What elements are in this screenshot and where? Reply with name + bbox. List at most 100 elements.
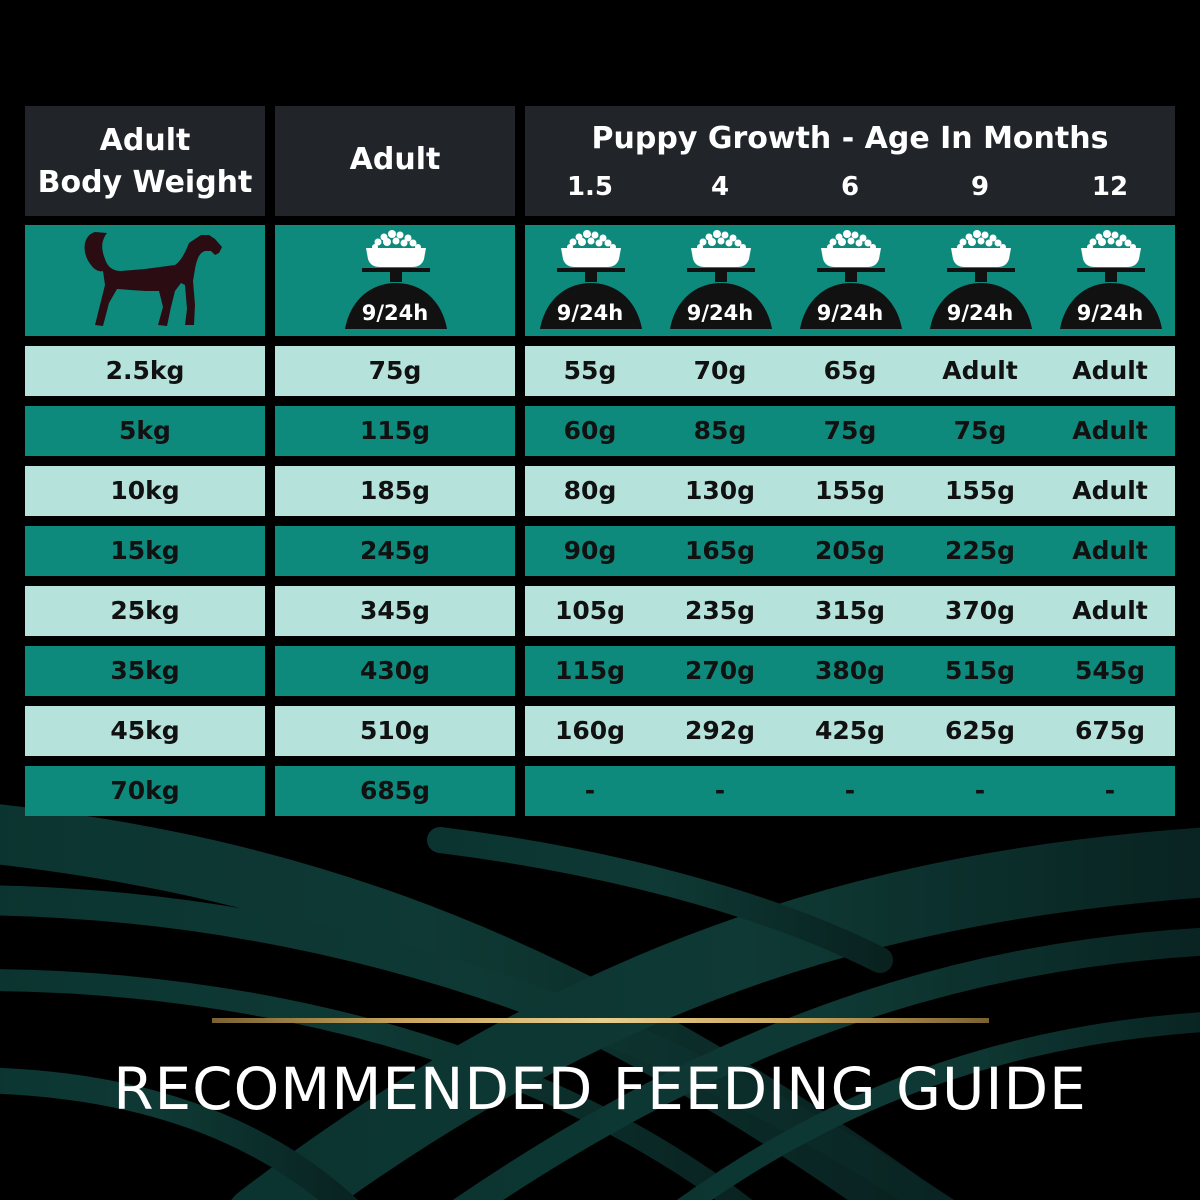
table-row-puppy-bg — [525, 706, 1175, 756]
puppy-portion-cell: Adult — [1072, 416, 1148, 445]
bowl-label-4: 9/24h — [946, 301, 1014, 325]
table-row-weight-bg — [25, 646, 265, 696]
puppy-portion-cell: 55g — [563, 356, 617, 385]
puppy-portion-cell: Adult — [1072, 356, 1148, 385]
puppy-portion-cell: 235g — [684, 596, 756, 625]
age-header-2: 6 — [840, 172, 860, 202]
puppy-portion-cell: 370g — [944, 596, 1016, 625]
puppy-portion-cell: 160g — [554, 716, 626, 745]
table-row-puppy-bg — [525, 586, 1175, 636]
puppy-portion-cell: 65g — [823, 356, 877, 385]
puppy-portion-cell: Adult — [942, 356, 1018, 385]
food-bowl-icon: 9/24h — [330, 225, 460, 336]
age-header-3: 9 — [970, 172, 990, 202]
puppy-portion-cell: 315g — [814, 596, 886, 625]
bowl-label-0: 9/24h — [361, 301, 429, 325]
puppy-portion-cell: 270g — [684, 656, 756, 685]
table-row-adult-bg — [275, 586, 515, 636]
bowl-label-5: 9/24h — [1076, 301, 1144, 325]
age-header-0: 1.5 — [566, 172, 614, 202]
table-row-adult-bg — [275, 766, 515, 816]
weight-cell: 70kg — [110, 776, 180, 805]
weight-column-header: Adult Body Weight — [25, 106, 265, 216]
weight-column-header-label: Adult Body Weight — [37, 123, 253, 200]
puppy-portion-cell: 545g — [1074, 656, 1146, 685]
bowl-label-1: 9/24h — [556, 301, 624, 325]
table-row-weight-bg — [25, 346, 265, 396]
table-row-weight-bg — [25, 406, 265, 456]
table-row-weight-bg — [25, 766, 265, 816]
table-row-puppy-bg — [525, 766, 1175, 816]
adult-portion-cell: 185g — [359, 476, 431, 505]
puppy-portion-cell: 165g — [684, 536, 756, 565]
puppy-portion-cell: 675g — [1074, 716, 1146, 745]
weight-cell: 2.5kg — [105, 356, 185, 385]
table-row-puppy-bg — [525, 466, 1175, 516]
food-bowl-icon: 9/24h — [915, 225, 1045, 336]
bowl-label-3: 9/24h — [816, 301, 884, 325]
adult-portion-cell: 430g — [359, 656, 431, 685]
food-bowl-icon: 9/24h — [785, 225, 915, 336]
puppy-portion-cell: 80g — [563, 476, 617, 505]
adult-column-header: Adult — [275, 106, 515, 216]
puppy-portion-cell: - — [1104, 776, 1116, 805]
bowl-label-2: 9/24h — [686, 301, 754, 325]
puppy-portion-cell: 105g — [554, 596, 626, 625]
adult-portion-cell: 345g — [359, 596, 431, 625]
adult-portion-cell: 75g — [368, 356, 422, 385]
puppy-portion-cell: 60g — [563, 416, 617, 445]
table-row-weight-bg — [25, 586, 265, 636]
table-row-adult-bg — [275, 706, 515, 756]
puppy-portion-cell: 155g — [814, 476, 886, 505]
puppy-portion-cell: 75g — [823, 416, 877, 445]
age-header-4: 12 — [1091, 172, 1129, 202]
puppy-portion-cell: 115g — [554, 656, 626, 685]
puppy-portion-cell: 515g — [944, 656, 1016, 685]
puppy-portion-cell: 292g — [684, 716, 756, 745]
puppy-portion-cell: 225g — [944, 536, 1016, 565]
adult-portion-cell: 510g — [359, 716, 431, 745]
puppy-growth-header: Puppy Growth - Age In Months — [525, 106, 1175, 216]
puppy-portion-cell: 75g — [953, 416, 1007, 445]
puppy-portion-cell: 155g — [944, 476, 1016, 505]
adult-portion-cell: 245g — [359, 536, 431, 565]
table-row-adult-bg — [275, 406, 515, 456]
puppy-portion-cell: 90g — [563, 536, 617, 565]
puppy-portion-cell: 85g — [693, 416, 747, 445]
table-row-weight-bg — [25, 706, 265, 756]
food-bowl-icon: 9/24h — [655, 225, 785, 336]
puppy-portion-cell: Adult — [1072, 596, 1148, 625]
weight-cell: 10kg — [110, 476, 180, 505]
puppy-portion-cell: Adult — [1072, 476, 1148, 505]
puppy-portion-cell: - — [844, 776, 856, 805]
table-row-puppy-bg — [525, 646, 1175, 696]
page-title: RECOMMENDED FEEDING GUIDE — [113, 1055, 1087, 1123]
table-row-adult-bg — [275, 466, 515, 516]
weight-cell: 15kg — [110, 536, 180, 565]
gold-divider — [212, 1018, 989, 1023]
weight-cell: 35kg — [110, 656, 180, 685]
table-row-adult-bg — [275, 526, 515, 576]
adult-portion-cell: 685g — [359, 776, 431, 805]
table-row-weight-bg — [25, 526, 265, 576]
puppy-portion-cell: - — [714, 776, 726, 805]
puppy-portion-cell: - — [584, 776, 596, 805]
age-header-1: 4 — [710, 172, 730, 202]
puppy-portion-cell: 70g — [693, 356, 747, 385]
food-bowl-icon: 9/24h — [525, 225, 655, 336]
table-row-puppy-bg — [525, 406, 1175, 456]
food-bowl-icon: 9/24h — [1045, 225, 1175, 336]
adult-portion-cell: 115g — [359, 416, 431, 445]
puppy-growth-header-label: Puppy Growth - Age In Months — [591, 121, 1109, 156]
table-row-adult-bg — [275, 346, 515, 396]
puppy-portion-cell: 205g — [814, 536, 886, 565]
table-row-adult-bg — [275, 646, 515, 696]
weight-cell: 5kg — [119, 416, 171, 445]
puppy-portion-cell: Adult — [1072, 536, 1148, 565]
table-row-puppy-bg — [525, 526, 1175, 576]
dog-silhouette-icon — [84, 232, 222, 326]
puppy-portion-cell: 625g — [944, 716, 1016, 745]
puppy-portion-cell: 380g — [814, 656, 886, 685]
puppy-portion-cell: - — [974, 776, 986, 805]
weight-cell: 25kg — [110, 596, 180, 625]
